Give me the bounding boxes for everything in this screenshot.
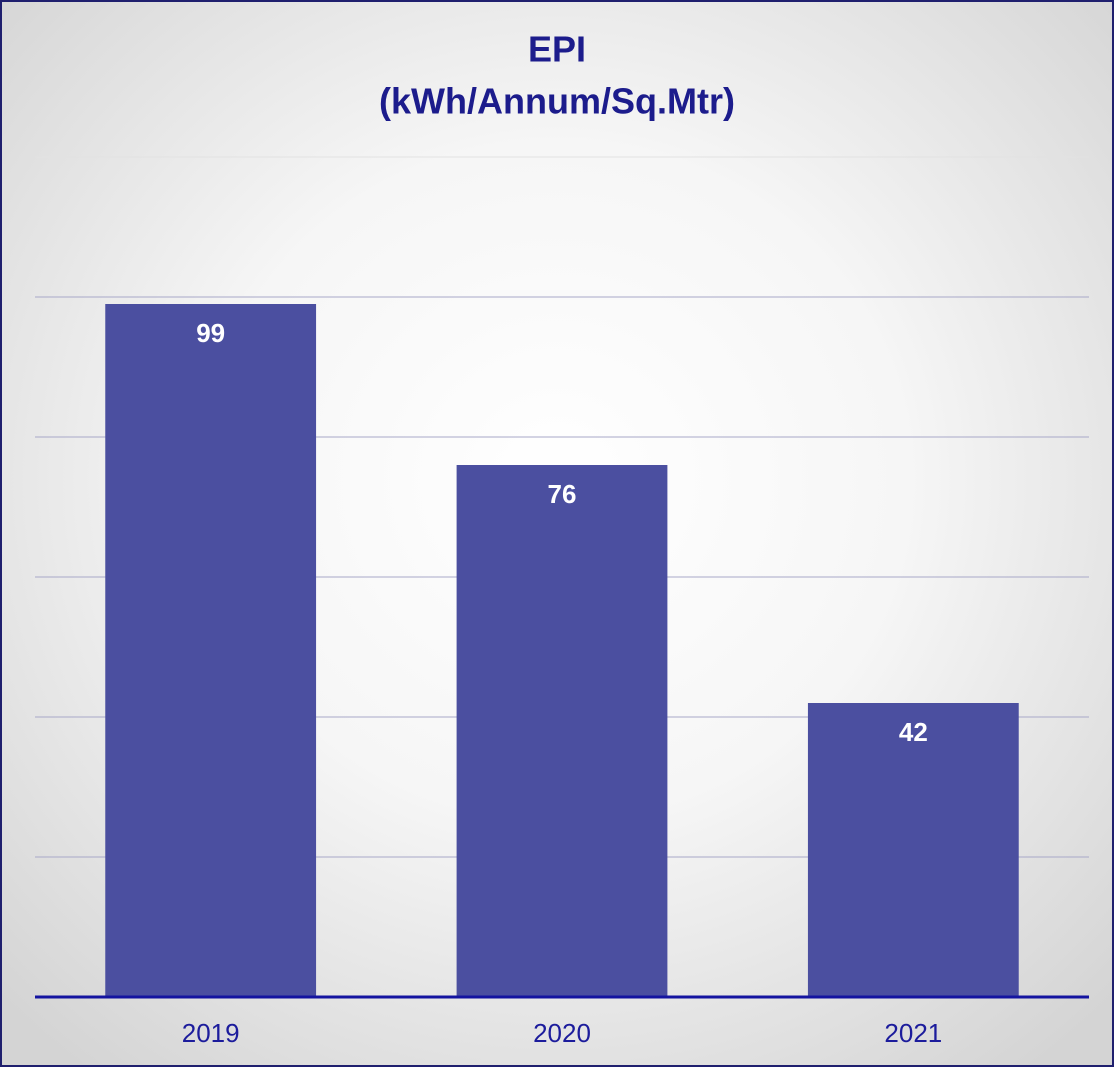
bar [807, 703, 1019, 997]
data-label: 99 [196, 318, 225, 348]
data-label: 42 [899, 717, 928, 747]
bar [456, 465, 668, 997]
chart-title: EPI [528, 29, 586, 70]
x-tick-label: 2021 [884, 1018, 942, 1048]
x-tick-label: 2019 [182, 1018, 240, 1048]
x-tick-label: 2020 [533, 1018, 591, 1048]
chart-subtitle: (kWh/Annum/Sq.Mtr) [379, 81, 735, 122]
data-label: 76 [548, 479, 577, 509]
bar [105, 304, 317, 997]
